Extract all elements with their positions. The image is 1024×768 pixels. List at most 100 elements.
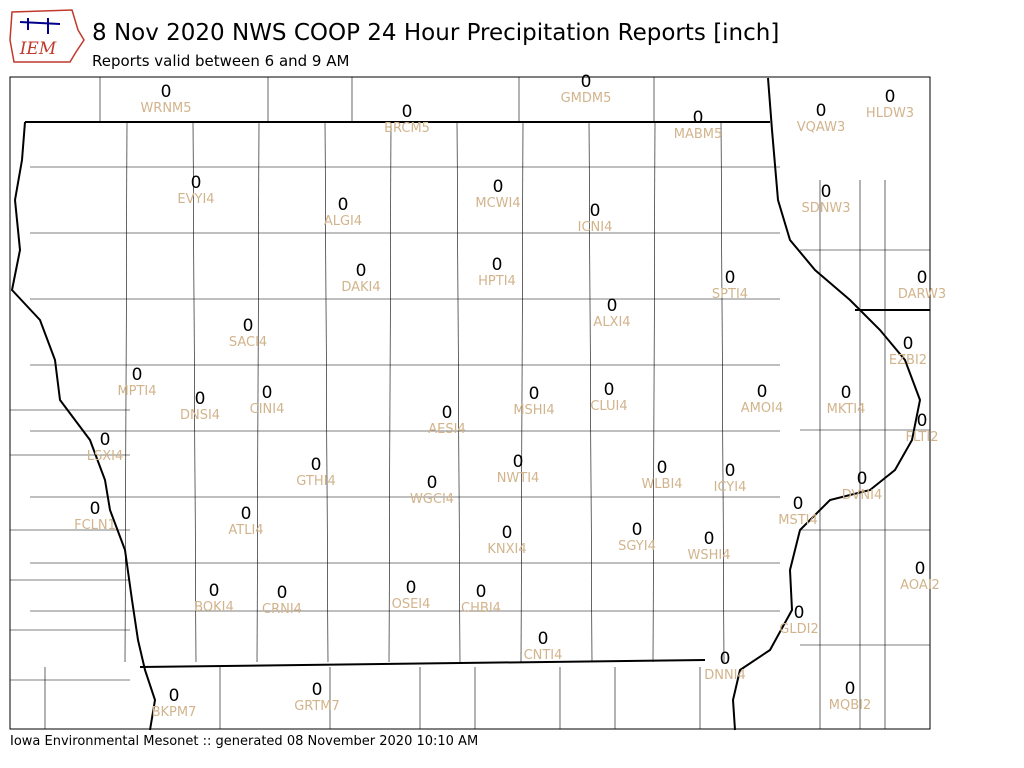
station-value: 0 (476, 582, 487, 602)
station-id: GRTM7 (294, 699, 340, 714)
county-line (720, 121, 725, 663)
station-value: 0 (841, 383, 852, 403)
station-value: 0 (590, 201, 601, 221)
station-value: 0 (209, 581, 220, 601)
station-id: MKTI4 (827, 402, 866, 417)
station-id: DARW3 (898, 287, 946, 302)
station-id: LSXI4 (87, 449, 124, 464)
station-id: WRNM5 (140, 101, 191, 116)
station-value: 0 (338, 195, 349, 215)
station-value: 0 (793, 494, 804, 514)
station-value: 0 (195, 389, 206, 409)
station-id: MCWI4 (475, 196, 520, 211)
logo: IEM (9, 9, 85, 63)
station-id: ATLI4 (228, 523, 263, 538)
station-value: 0 (241, 504, 252, 524)
station-id: WLBI4 (641, 477, 682, 492)
station-id: GMDM5 (561, 91, 612, 106)
station-id: HPTI4 (478, 274, 516, 289)
stations: 0WRNM50GMDM50BRCM50MABM50HLDW30VQAW30EVY… (74, 72, 946, 720)
footer: Iowa Environmental Mesonet :: generated … (10, 734, 478, 749)
station-value: 0 (720, 649, 731, 669)
station-value: 0 (845, 679, 856, 699)
title: 8 Nov 2020 NWS COOP 24 Hour Precipitatio… (92, 20, 779, 46)
county-line (652, 121, 656, 663)
station-id: CRNI4 (262, 602, 302, 617)
station-id: CINI4 (250, 402, 285, 417)
county-line (588, 121, 593, 663)
county-lines (10, 77, 930, 729)
station-id: SACI4 (229, 335, 267, 350)
station-value: 0 (885, 87, 896, 107)
station-id: MQBI2 (829, 698, 871, 713)
logo-text: IEM (19, 39, 57, 59)
station-id: MSHI4 (513, 403, 554, 418)
station-value: 0 (493, 177, 504, 197)
station-id: GLDI2 (779, 622, 818, 637)
station-id: ALXI4 (593, 315, 630, 330)
station-value: 0 (757, 382, 768, 402)
station-value: 0 (857, 469, 868, 489)
station-id: EZBI2 (889, 353, 927, 368)
subtitle: Reports valid between 6 and 9 AM (92, 52, 349, 70)
station-value: 0 (816, 101, 827, 121)
station-value: 0 (657, 458, 668, 478)
state-border (139, 659, 706, 668)
station-id: VQAW3 (797, 120, 845, 135)
station-value: 0 (632, 520, 643, 540)
station-value: 0 (406, 578, 417, 598)
station-id: MPTI4 (117, 384, 156, 399)
station-value: 0 (132, 365, 143, 385)
river-border (10, 121, 157, 731)
station-value: 0 (312, 680, 323, 700)
station-id: SGYI4 (618, 539, 656, 554)
station-value: 0 (607, 296, 618, 316)
county-line (456, 121, 461, 663)
station-value: 0 (529, 384, 540, 404)
station-id: DNSI4 (180, 408, 220, 423)
station-id: DVNI4 (842, 488, 883, 503)
station-id: BRCM5 (384, 121, 430, 136)
station-id: ICYI4 (714, 480, 747, 495)
river-border (731, 77, 922, 731)
station-value: 0 (581, 72, 592, 92)
station-value: 0 (402, 102, 413, 122)
station-value: 0 (538, 629, 549, 649)
station-value: 0 (169, 686, 180, 706)
station-id: EVYI4 (177, 192, 214, 207)
station-id: WGCI4 (410, 492, 454, 507)
station-value: 0 (191, 173, 202, 193)
map-frame (9, 76, 931, 730)
county-line (124, 121, 128, 663)
station-id: DAKI4 (341, 280, 380, 295)
county-line (388, 121, 392, 663)
county-line (520, 121, 524, 663)
station-id: FCLN1 (74, 518, 116, 533)
station-id: NWTI4 (497, 471, 540, 486)
station-value: 0 (243, 316, 254, 336)
station-id: FLTI2 (906, 430, 939, 445)
station-id: AOAI2 (900, 578, 940, 593)
station-id: MSTI4 (778, 513, 818, 528)
station-value: 0 (100, 430, 111, 450)
station-value: 0 (311, 455, 322, 475)
county-line (324, 121, 329, 663)
station-value: 0 (903, 334, 914, 354)
station-value: 0 (262, 383, 273, 403)
station-id: CNTI4 (524, 648, 563, 663)
station-id: BOKI4 (194, 600, 234, 615)
station-id: SDNW3 (801, 201, 850, 216)
station-value: 0 (161, 82, 172, 102)
station-id: MABM5 (674, 127, 723, 142)
station-id: AMOI4 (741, 401, 783, 416)
station-value: 0 (604, 380, 615, 400)
station-value: 0 (356, 261, 367, 281)
station-value: 0 (513, 452, 524, 472)
station-id: CLUI4 (590, 399, 627, 414)
station-id: CHBI4 (461, 601, 501, 616)
station-value: 0 (704, 529, 715, 549)
station-value: 0 (502, 523, 513, 543)
station-value: 0 (427, 473, 438, 493)
station-value: 0 (725, 461, 736, 481)
